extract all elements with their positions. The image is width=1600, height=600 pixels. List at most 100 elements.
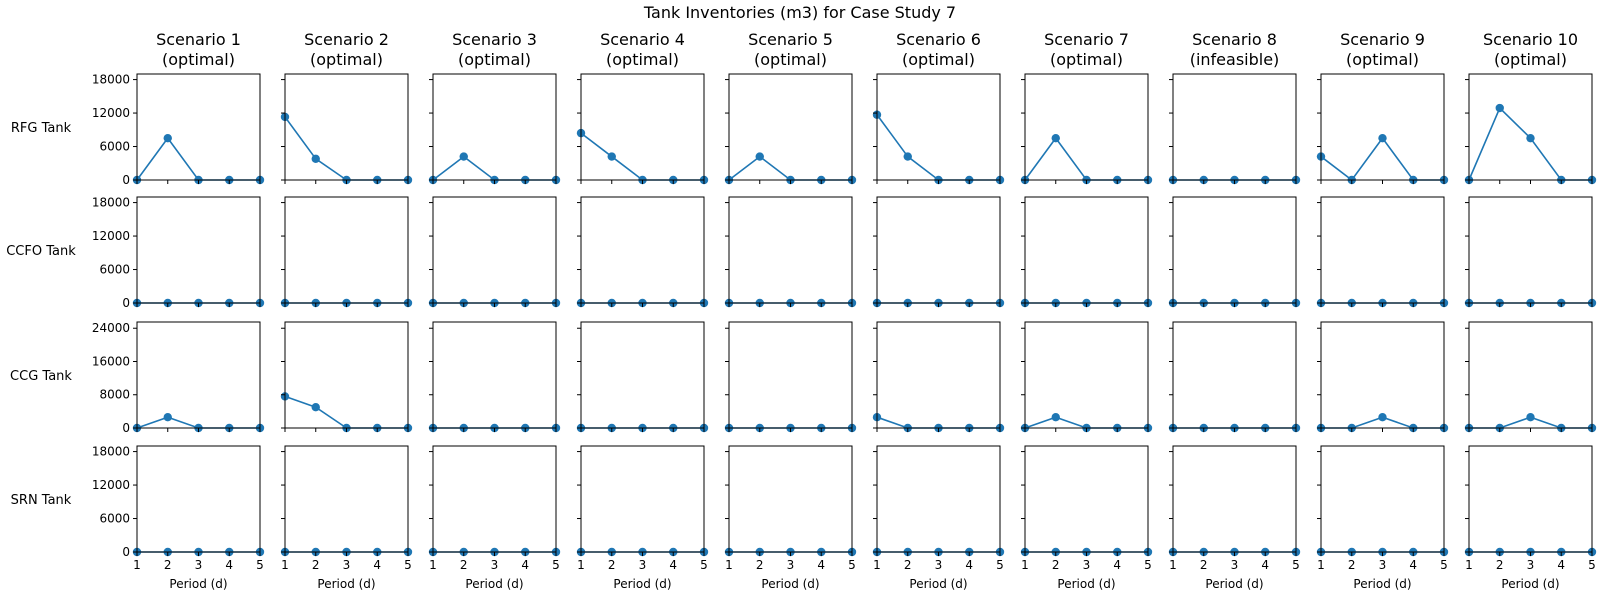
y-tick-label: 0 (122, 421, 130, 435)
axes-frame (284, 196, 409, 304)
axes-frame (1172, 445, 1297, 553)
x-tick-label: 2 (1200, 558, 1208, 572)
panel (1168, 73, 1301, 185)
panel (872, 73, 1005, 185)
x-tick-label: 3 (935, 558, 943, 572)
panel (280, 73, 413, 185)
x-tick-label: 4 (1409, 558, 1417, 572)
x-tick-label: 2 (756, 558, 764, 572)
scenario-title: Scenario 4 (600, 30, 685, 49)
data-point (459, 152, 468, 161)
x-tick-label: 1 (1021, 558, 1029, 572)
axes-frame (1172, 196, 1297, 304)
panel (724, 196, 857, 308)
x-tick-label: 2 (1348, 558, 1356, 572)
axes-frame (136, 196, 261, 304)
axes-frame (1468, 196, 1593, 304)
x-axis-label: Period (d) (465, 577, 523, 591)
axes-frame (728, 73, 853, 181)
data-point (163, 133, 172, 143)
axes-frame (284, 321, 409, 429)
axes-frame (432, 445, 557, 553)
data-point (1378, 133, 1387, 143)
panel (1168, 196, 1301, 308)
y-tick-label: 12000 (92, 106, 130, 120)
panel (1020, 73, 1153, 185)
x-tick-label: 4 (1113, 558, 1121, 572)
panel (1464, 445, 1597, 557)
scenario-status: (optimal) (1050, 50, 1123, 69)
axes-frame (580, 445, 705, 553)
axes-frame (1468, 321, 1593, 429)
y-tick-label: 6000 (99, 263, 130, 277)
x-tick-label: 5 (848, 558, 856, 572)
x-tick-label: 1 (725, 558, 733, 572)
x-axis-label: Period (d) (1501, 577, 1559, 591)
panel (724, 321, 857, 433)
panel (428, 321, 561, 433)
y-tick-label: 18000 (92, 73, 130, 87)
panel (872, 196, 1005, 308)
panel (724, 445, 857, 557)
data-point (903, 152, 912, 161)
x-tick-label: 4 (521, 558, 529, 572)
scenario-status: (optimal) (458, 50, 531, 69)
panel (1464, 196, 1597, 308)
scenario-status: (optimal) (606, 50, 679, 69)
panel (1316, 73, 1449, 185)
data-point (1526, 412, 1535, 422)
panel (280, 321, 413, 433)
x-tick-label: 4 (225, 558, 233, 572)
axes-frame (580, 321, 705, 429)
x-tick-label: 1 (429, 558, 437, 572)
x-tick-label: 5 (996, 558, 1004, 572)
axes-frame (432, 196, 557, 304)
axes-frame (284, 73, 409, 181)
data-point (1378, 412, 1387, 422)
x-tick-label: 3 (639, 558, 647, 572)
panel (132, 445, 265, 557)
series-line (284, 116, 408, 181)
panel (428, 445, 561, 557)
data-point (1051, 133, 1060, 143)
panel (1464, 73, 1597, 185)
scenario-title: Scenario 5 (748, 30, 833, 49)
x-axis-label: Period (d) (1205, 577, 1263, 591)
axes-frame (1320, 445, 1445, 553)
x-tick-label: 3 (491, 558, 499, 572)
y-tick-label: 24000 (92, 321, 130, 335)
axes-frame (876, 445, 1001, 553)
panel (132, 73, 265, 185)
scenario-status: (optimal) (754, 50, 827, 69)
y-tick-label: 0 (122, 545, 130, 559)
scenario-status: (optimal) (1346, 50, 1419, 69)
scenario-title: Scenario 10 (1483, 30, 1578, 49)
panel (428, 196, 561, 308)
x-tick-label: 2 (460, 558, 468, 572)
axes-frame (1320, 73, 1445, 181)
panel (132, 321, 265, 433)
scenario-status: (optimal) (310, 50, 383, 69)
y-tick-label: 0 (122, 173, 130, 187)
tank-row-label: CCG Tank (10, 369, 72, 384)
panel (1316, 445, 1449, 557)
panel (428, 73, 561, 185)
x-axis-label: Period (d) (317, 577, 375, 591)
x-tick-label: 5 (1144, 558, 1152, 572)
x-tick-label: 1 (873, 558, 881, 572)
axes-frame (1024, 321, 1149, 429)
x-tick-label: 5 (1588, 558, 1596, 572)
scenario-title: Scenario 2 (304, 30, 389, 49)
axes-frame (728, 321, 853, 429)
axes-frame (432, 73, 557, 181)
data-point (607, 152, 616, 161)
axes-frame (728, 445, 853, 553)
y-tick-label: 18000 (92, 445, 130, 459)
y-tick-label: 16000 (92, 354, 130, 368)
x-tick-label: 4 (373, 558, 381, 572)
panel (280, 445, 413, 557)
axes-frame (1468, 73, 1593, 181)
chart-title: Tank Inventories (m3) for Case Study 7 (643, 3, 956, 22)
axes-frame (1024, 73, 1149, 181)
x-tick-label: 3 (343, 558, 351, 572)
